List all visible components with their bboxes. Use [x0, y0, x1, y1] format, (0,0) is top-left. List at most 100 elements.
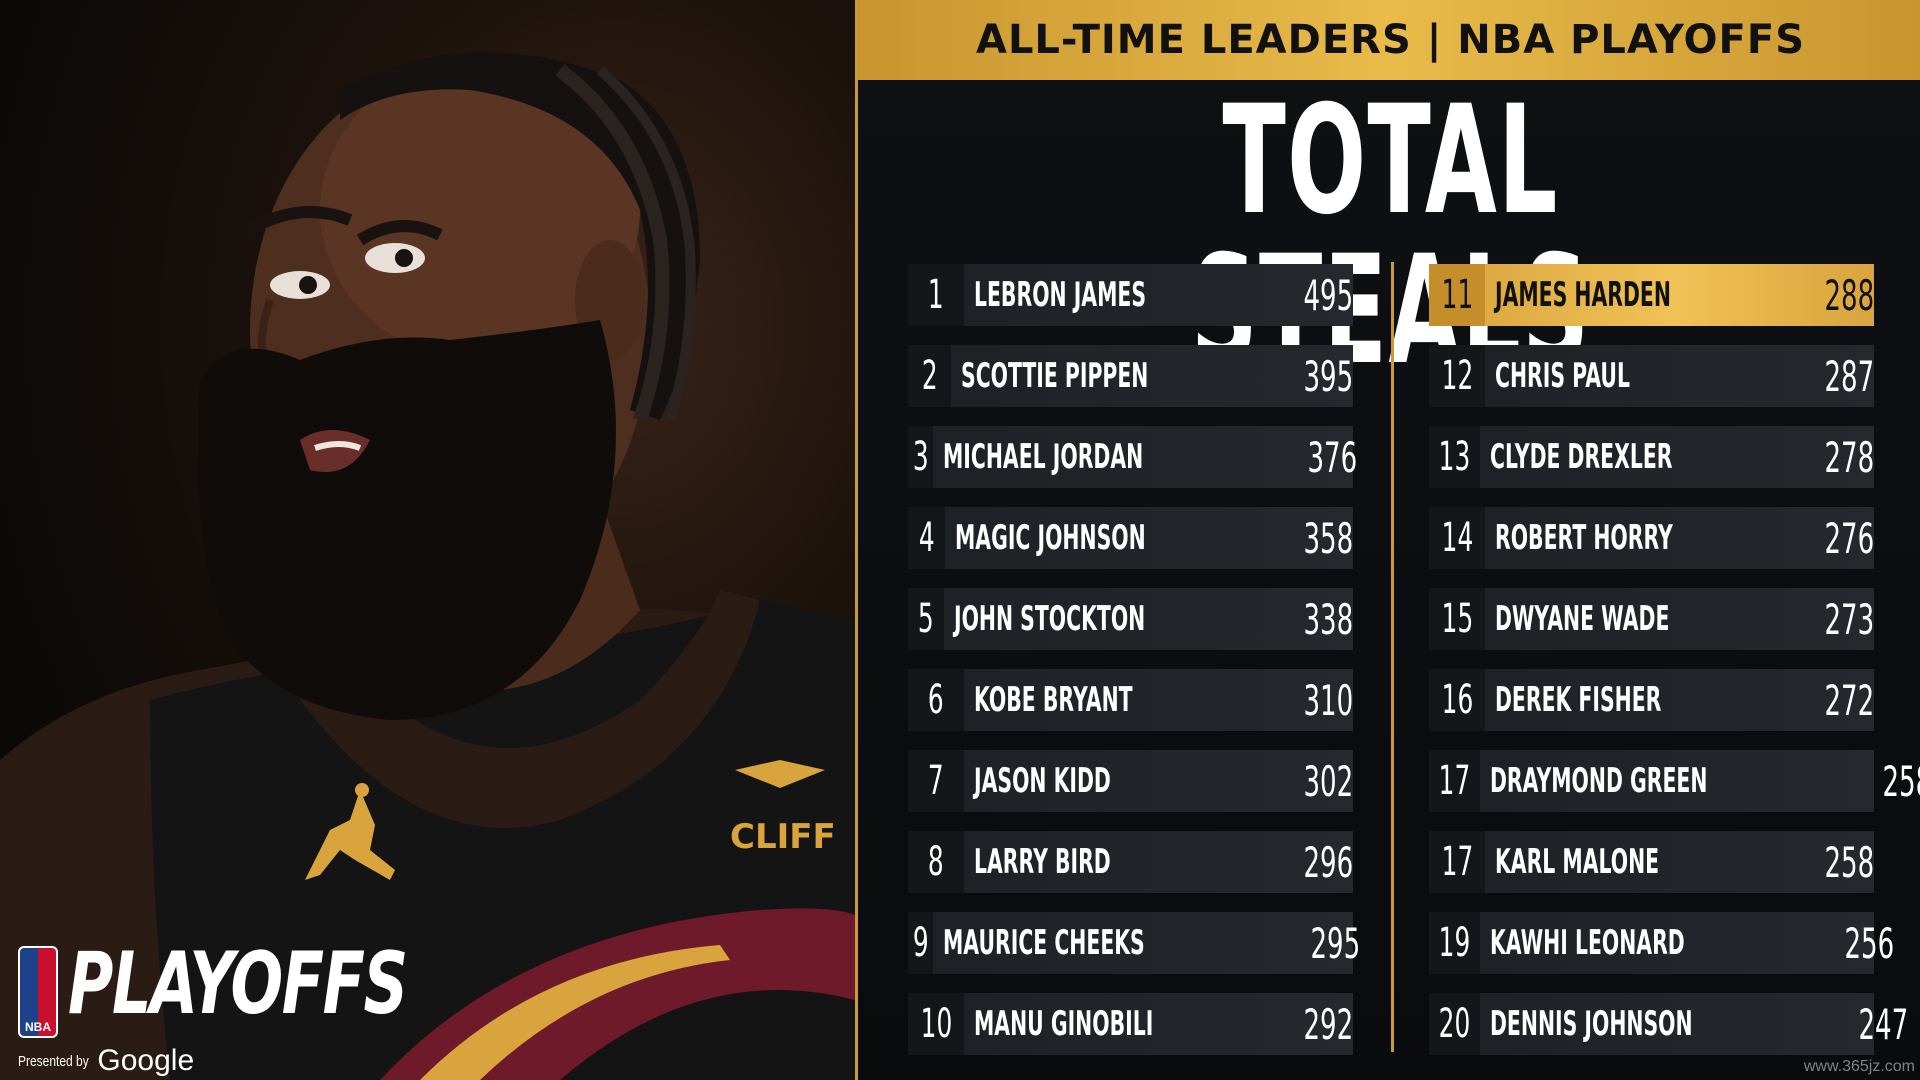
presented-by-label: Presented by	[18, 1053, 89, 1070]
rank-number: 4	[918, 515, 935, 561]
steals-cell: 276	[1794, 514, 1874, 563]
player-name: JASON KIDD	[974, 761, 1111, 801]
player-name: DEREK FISHER	[1495, 680, 1662, 720]
leaderboard-panel: ALL-TIME LEADERS | NBA PLAYOFFS TOTAL ST…	[855, 0, 1920, 1080]
rank-cell: 14	[1429, 507, 1485, 569]
rank-number: 17	[1441, 839, 1473, 885]
steals-value: 295	[1310, 918, 1360, 968]
steals-cell: 287	[1794, 352, 1874, 401]
player-name: JAMES HARDEN	[1495, 275, 1671, 315]
player-name-cell: CLYDE DREXLER	[1480, 437, 1794, 477]
steals-value: 247	[1858, 999, 1908, 1049]
leader-row: 2 SCOTTIE PIPPEN 395	[908, 345, 1353, 407]
player-name: MANU GINOBILI	[974, 1004, 1154, 1044]
steals-value: 296	[1303, 837, 1354, 887]
rank-cell: 13	[1429, 426, 1480, 488]
player-name: DRAYMOND GREEN	[1489, 761, 1708, 801]
rank-cell: 2	[908, 345, 951, 407]
sponsor-name: Google	[97, 1044, 195, 1077]
leader-row: 16 DEREK FISHER 272	[1429, 669, 1874, 731]
player-name-cell: MAGIC JOHNSON	[945, 518, 1273, 558]
leader-row: 13 CLYDE DREXLER 278	[1429, 426, 1874, 488]
steals-cell: 295	[1280, 919, 1360, 968]
steals-value: 292	[1303, 999, 1354, 1049]
steals-cell: 288	[1794, 271, 1874, 320]
player-name: LARRY BIRD	[974, 842, 1111, 882]
rank-cell: 15	[1429, 588, 1485, 650]
steals-cell: 272	[1794, 676, 1874, 725]
steals-value: 258	[1824, 837, 1875, 887]
rank-cell: 5	[908, 588, 945, 650]
playoffs-branding: NBA PLAYOFFS Presented by Google	[18, 934, 408, 1080]
presented-by: Presented by Google	[18, 1044, 194, 1078]
rank-number: 8	[928, 839, 944, 885]
leader-row: 15 DWYANE WADE 273	[1429, 588, 1874, 650]
player-name: MICHAEL JORDAN	[943, 437, 1144, 477]
jersey-sponsor-text: CLIFF	[730, 817, 836, 857]
column-divider	[1391, 262, 1394, 1052]
player-name-cell: JASON KIDD	[964, 761, 1273, 801]
steals-cell: 278	[1794, 432, 1875, 482]
steals-value: 395	[1303, 351, 1354, 401]
player-name: LEBRON JAMES	[974, 275, 1147, 315]
rank-number: 5	[918, 596, 935, 642]
rank-number: 7	[928, 758, 944, 804]
leader-row: 10 MANU GINOBILI 292	[908, 993, 1353, 1055]
steals-value: 278	[1824, 432, 1875, 482]
steals-value: 338	[1303, 594, 1354, 644]
steals-cell: 310	[1273, 676, 1353, 725]
player-name-cell: SCOTTIE PIPPEN	[951, 356, 1273, 396]
steals-cell: 302	[1273, 757, 1353, 806]
rank-cell: 20	[1429, 993, 1480, 1055]
player-photo: CLIFF NBA PLAYOFFS Presented by Goog	[0, 0, 855, 1080]
leader-row: 14 ROBERT HORRY 276	[1429, 507, 1874, 569]
rank-cell: 17	[1429, 750, 1480, 812]
player-name: MAGIC JOHNSON	[955, 518, 1146, 558]
leader-row: 17 DRAYMOND GREEN 258	[1429, 750, 1920, 812]
rank-cell: 19	[1429, 912, 1480, 974]
player-name: JOHN STOCKTON	[954, 599, 1146, 639]
leader-row: 9 MAURICE CHEEKS 295	[908, 912, 1360, 974]
rank-number: 2	[921, 353, 938, 399]
player-name: DENNIS JOHNSON	[1489, 1004, 1693, 1044]
player-name-cell: KOBE BRYANT	[964, 680, 1273, 720]
steals-cell: 256	[1814, 919, 1895, 968]
steals-cell: 495	[1273, 271, 1353, 320]
player-name-cell: LARRY BIRD	[964, 842, 1273, 882]
nba-logo-icon: NBA	[18, 946, 58, 1038]
rank-number: 19	[1438, 920, 1471, 966]
leader-row: 19 KAWHI LEONARD 256	[1429, 912, 1895, 974]
rank-cell: 16	[1429, 669, 1485, 731]
leader-row: 4 MAGIC JOHNSON 358	[908, 507, 1353, 569]
leader-row: 8 LARRY BIRD 296	[908, 831, 1353, 893]
rank-cell: 4	[908, 507, 946, 569]
player-name-cell: KAWHI LEONARD	[1480, 923, 1815, 963]
rank-cell: 3	[908, 426, 934, 488]
leader-row: 5 JOHN STOCKTON 338	[908, 588, 1353, 650]
player-name: SCOTTIE PIPPEN	[960, 356, 1149, 396]
player-name-cell: DWYANE WADE	[1485, 599, 1794, 639]
player-name: KARL MALONE	[1495, 842, 1660, 882]
rank-number: 15	[1441, 596, 1473, 642]
rank-cell: 10	[908, 993, 964, 1055]
leader-row: 17 KARL MALONE 258	[1429, 831, 1874, 893]
steals-cell: 376	[1277, 433, 1358, 482]
player-name: CLYDE DREXLER	[1489, 437, 1673, 477]
rank-cell: 6	[908, 669, 964, 731]
player-name-cell: CHRIS PAUL	[1485, 356, 1794, 396]
rank-number: 12	[1441, 353, 1473, 399]
player-name-cell: DRAYMOND GREEN	[1480, 761, 1852, 801]
steals-value: 302	[1303, 756, 1354, 806]
rank-number: 14	[1441, 515, 1473, 561]
player-illustration: CLIFF	[0, 52, 855, 1080]
steals-cell: 395	[1273, 352, 1353, 401]
steals-cell: 258	[1794, 838, 1874, 887]
steals-cell: 258	[1852, 757, 1920, 806]
steals-value: 288	[1824, 270, 1875, 320]
rank-cell: 1	[908, 264, 964, 326]
player-name: CHRIS PAUL	[1495, 356, 1630, 396]
player-name-cell: DEREK FISHER	[1485, 680, 1794, 720]
rank-number: 13	[1438, 434, 1471, 480]
leader-row: 12 CHRIS PAUL 287	[1429, 345, 1874, 407]
steals-value: 273	[1824, 594, 1875, 644]
